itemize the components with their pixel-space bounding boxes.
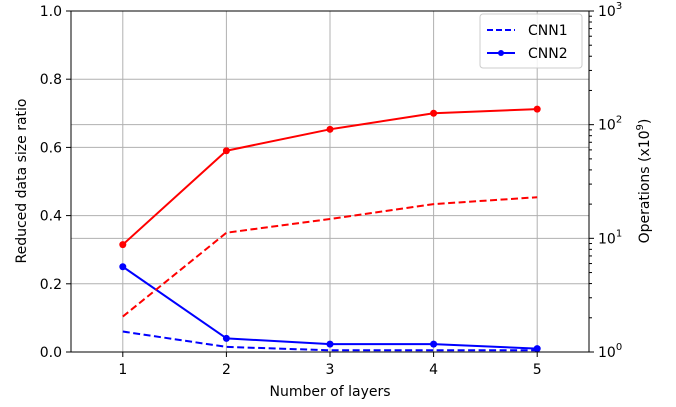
y-tick-label: 0.4 [40, 209, 62, 225]
y-tick-label: 0.0 [40, 345, 62, 361]
legend: CNN1 CNN2 [479, 13, 583, 69]
y-axis-label: Reduced data size ratio [14, 99, 30, 264]
series-layer [119, 105, 541, 353]
x-tick-label: 5 [533, 362, 542, 378]
y2-tick-label: 100 [598, 342, 622, 361]
legend-label-cnn2: CNN2 [528, 46, 568, 62]
series-line-2 [122, 196, 538, 318]
y2-axis-label: Operations (x109) [635, 119, 653, 244]
data-point-1 [430, 340, 438, 348]
legend-marker-cnn2 [498, 50, 504, 56]
y2-tick-label: 103 [598, 1, 622, 20]
y2-tick-label: 101 [598, 228, 622, 247]
x-tick-label: 4 [429, 362, 438, 378]
data-point-1 [119, 263, 127, 271]
data-point-3 [326, 125, 334, 133]
legend-box [479, 13, 583, 69]
y2-axis-label-suffix: ) [637, 119, 653, 124]
y2-tick-label: 102 [598, 115, 622, 134]
y-tick-label: 0.2 [40, 277, 62, 293]
x-tick-label: 1 [118, 362, 127, 378]
data-point-3 [222, 147, 230, 155]
legend-label-cnn1: CNN1 [528, 23, 568, 39]
x-tick-label: 2 [222, 362, 231, 378]
y-tick-label: 0.8 [40, 72, 62, 88]
x-tick-label: 3 [326, 362, 335, 378]
y2-axis-label-exponent: 9 [635, 124, 646, 130]
y-tick-label: 0.6 [40, 140, 62, 156]
data-point-3 [119, 241, 127, 249]
ticks: 1 2 3 4 5 0.0 0.2 0.4 0.6 0.8 1.0 100 101 102 103 [40, 1, 622, 378]
data-point-3 [533, 105, 541, 113]
y2-axis-label-text: Operations (x10 [637, 130, 653, 243]
data-point-1 [533, 345, 541, 353]
series-line-0 [122, 330, 538, 352]
x-axis-label: Number of layers [269, 384, 390, 400]
data-point-3 [430, 109, 438, 117]
data-point-1 [326, 340, 334, 348]
data-point-1 [222, 334, 230, 342]
y-tick-label: 1.0 [40, 4, 62, 20]
